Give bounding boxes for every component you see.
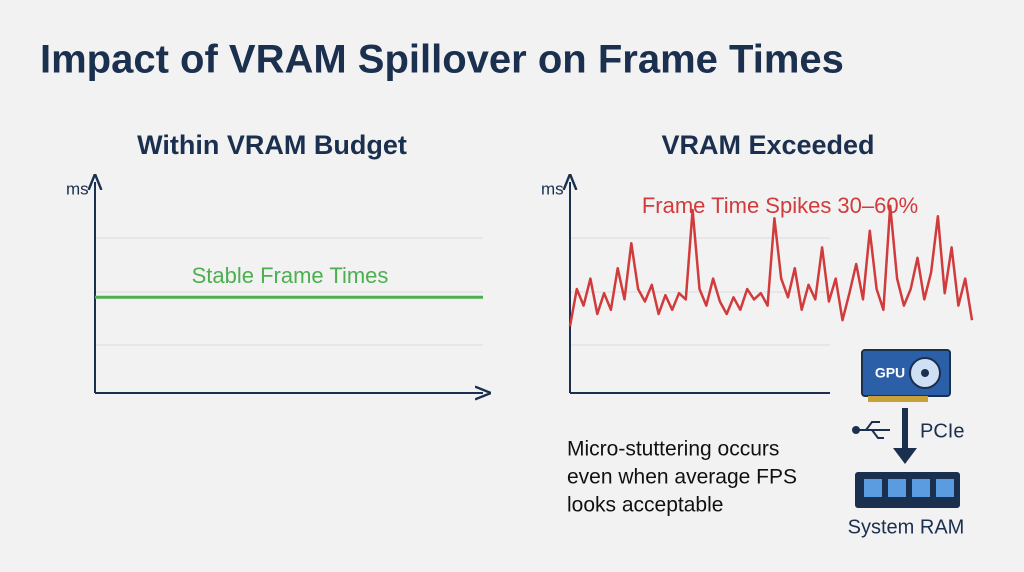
y-axis-label: ms [66, 179, 89, 198]
ram-label: System RAM [848, 516, 965, 538]
chart-title: VRAM Exceeded [661, 130, 874, 160]
page-title: Impact of VRAM Spillover on Frame Times [40, 38, 844, 82]
note: Micro-stuttering occurs [567, 438, 779, 461]
annotation: Stable Frame Times [192, 263, 389, 288]
usb-icon [852, 421, 890, 439]
note: even when average FPS [567, 466, 797, 489]
gpu-label: GPU [875, 365, 905, 381]
link-label: PCIe [920, 420, 964, 442]
annotation: Frame Time Spikes 30–60% [642, 193, 918, 218]
gpu-card: GPU [861, 349, 951, 402]
y-axis-label: ms [541, 179, 564, 198]
note: looks acceptable [567, 494, 723, 517]
chart-title: Within VRAM Budget [137, 130, 407, 160]
ram-module [855, 472, 960, 508]
frame-time-line [568, 204, 974, 327]
link-arrowhead [893, 448, 917, 464]
